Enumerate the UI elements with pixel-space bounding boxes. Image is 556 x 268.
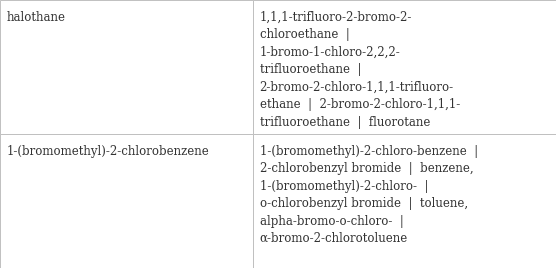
Text: halothane: halothane: [7, 11, 66, 24]
Text: 1-(bromomethyl)-2-chlorobenzene: 1-(bromomethyl)-2-chlorobenzene: [7, 145, 210, 158]
Bar: [253, 134, 556, 268]
Bar: [253, 0, 556, 134]
Bar: [0, 134, 253, 268]
Bar: [0, 0, 253, 134]
Text: 1,1,1-trifluoro-2-bromo-2-
chloroethane  |
1-bromo-1-chloro-2,2,2-
trifluoroetha: 1,1,1-trifluoro-2-bromo-2- chloroethane …: [260, 11, 460, 129]
Text: 1-(bromomethyl)-2-chloro-benzene  |
2-chlorobenzyl bromide  |  benzene,
1-(bromo: 1-(bromomethyl)-2-chloro-benzene | 2-chl…: [260, 145, 478, 245]
